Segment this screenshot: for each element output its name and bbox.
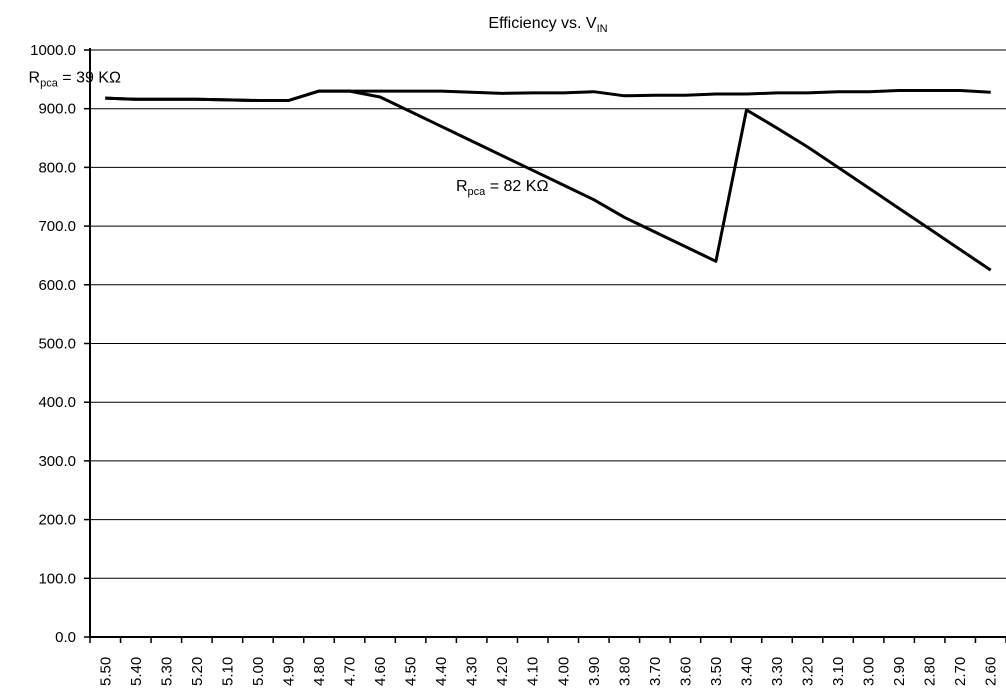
y-tick-label: 300.0 [38, 453, 76, 470]
gridlines [90, 49, 1006, 579]
x-axis-tick-labels: 5.50 5.40 5.30 5.20 5.10 5.00 4.90 4.80 4.70 4.60… [89, 637, 1006, 686]
x-tick-label: 5.00 [250, 657, 267, 686]
chart-title-subscript: IN [597, 23, 608, 35]
y-tick-label: 500.0 [38, 336, 76, 353]
x-tick-label: 2.90 [891, 657, 908, 686]
x-tick-label: 4.30 [464, 657, 481, 686]
y-tick-label: 800.0 [38, 159, 76, 176]
x-tick-label: 2.80 [922, 657, 939, 686]
annotation-subscript: pca [468, 186, 487, 198]
y-tick-label: 100.0 [38, 570, 76, 587]
chart-title: Efficiency vs. VIN [488, 15, 607, 35]
x-tick-label: 3.30 [769, 657, 786, 686]
series-line-2 [105, 89, 992, 272]
x-tick-label: 4.90 [280, 657, 297, 686]
x-tick-label: 3.40 [738, 657, 755, 686]
annotation-subscript: pca [40, 77, 59, 89]
x-tick-label: 4.40 [433, 657, 450, 686]
x-tick-label: 3.90 [586, 657, 603, 686]
annotation-label: Rpca = 39 KΩ [29, 69, 121, 89]
x-tick-label: 3.80 [616, 657, 633, 686]
series-lines [105, 89, 992, 272]
x-tick-label: 4.60 [372, 657, 389, 686]
x-tick-label: 3.60 [677, 657, 694, 686]
x-tick-label: 4.20 [494, 657, 511, 686]
y-tick-label: 1000.0 [30, 42, 76, 59]
annotation-label: Rpca = 82 KΩ [456, 178, 548, 198]
axes [89, 48, 1006, 638]
chart-title-main: Efficiency vs. V [488, 15, 597, 32]
y-tick-label: 600.0 [38, 277, 76, 294]
x-tick-label: 2.60 [983, 657, 1000, 686]
x-tick-label: 4.50 [403, 657, 420, 686]
annotation-symbol: R [456, 178, 468, 195]
y-tick-label: 0.0 [55, 629, 76, 646]
x-tick-label: 3.20 [800, 657, 817, 686]
x-tick-label: 4.00 [555, 657, 572, 686]
x-tick-label: 5.50 [97, 657, 114, 686]
annotation-value: = 39 KΩ [58, 69, 121, 86]
x-tick-label: 4.10 [525, 657, 542, 686]
x-tick-label: 5.10 [219, 657, 236, 686]
x-tick-label: 3.50 [708, 657, 725, 686]
x-tick-label: 5.30 [158, 657, 175, 686]
y-tick-label: 900.0 [38, 101, 76, 118]
y-tick-label: 400.0 [38, 394, 76, 411]
x-tick-label: 5.40 [128, 657, 145, 686]
annotation-value: = 82 KΩ [485, 178, 548, 195]
y-tick-label: 200.0 [38, 512, 76, 529]
x-tick-label: 3.70 [647, 657, 664, 686]
y-tick-label: 700.0 [38, 218, 76, 235]
x-tick-label: 4.70 [342, 657, 359, 686]
x-tick-label: 2.70 [952, 657, 969, 686]
x-tick-label: 5.20 [189, 657, 206, 686]
x-tick-label: 3.10 [830, 657, 847, 686]
annotation-symbol: R [29, 69, 41, 86]
y-axis-tick-labels: 0.0 100.0 200.0 300.0 400.0 500.0 600.0 700.0 80… [30, 42, 90, 646]
x-tick-label: 3.00 [861, 657, 878, 686]
x-tick-label: 4.80 [311, 657, 328, 686]
